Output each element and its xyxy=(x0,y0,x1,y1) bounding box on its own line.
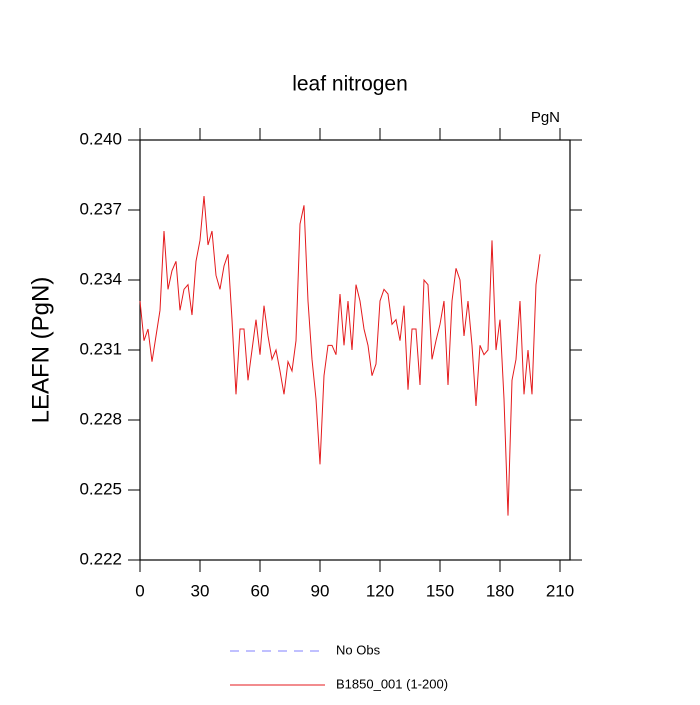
legend-label: No Obs xyxy=(336,642,381,657)
y-axis-label: LEAFN (PgN) xyxy=(27,277,54,424)
x-tick-label: 210 xyxy=(546,581,574,600)
x-tick-label: 60 xyxy=(251,581,270,600)
x-tick-label: 30 xyxy=(191,581,210,600)
y-tick-label: 0.231 xyxy=(79,339,122,358)
x-tick-label: 150 xyxy=(426,581,454,600)
y-tick-label: 0.240 xyxy=(79,129,122,148)
x-tick-label: 120 xyxy=(366,581,394,600)
y-tick-label: 0.234 xyxy=(79,269,122,288)
chart-title: leaf nitrogen xyxy=(292,73,408,96)
y-tick-label: 0.222 xyxy=(79,549,122,568)
x-tick-label: 90 xyxy=(311,581,330,600)
x-tick-label: 180 xyxy=(486,581,514,600)
units-label: PgN xyxy=(531,109,560,126)
y-tick-label: 0.225 xyxy=(79,479,122,498)
y-tick-label: 0.237 xyxy=(79,199,122,218)
x-tick-label: 0 xyxy=(135,581,144,600)
legend-label: B1850_001 (1-200) xyxy=(336,676,448,691)
series-line xyxy=(139,195,541,516)
y-tick-label: 0.228 xyxy=(79,409,122,428)
